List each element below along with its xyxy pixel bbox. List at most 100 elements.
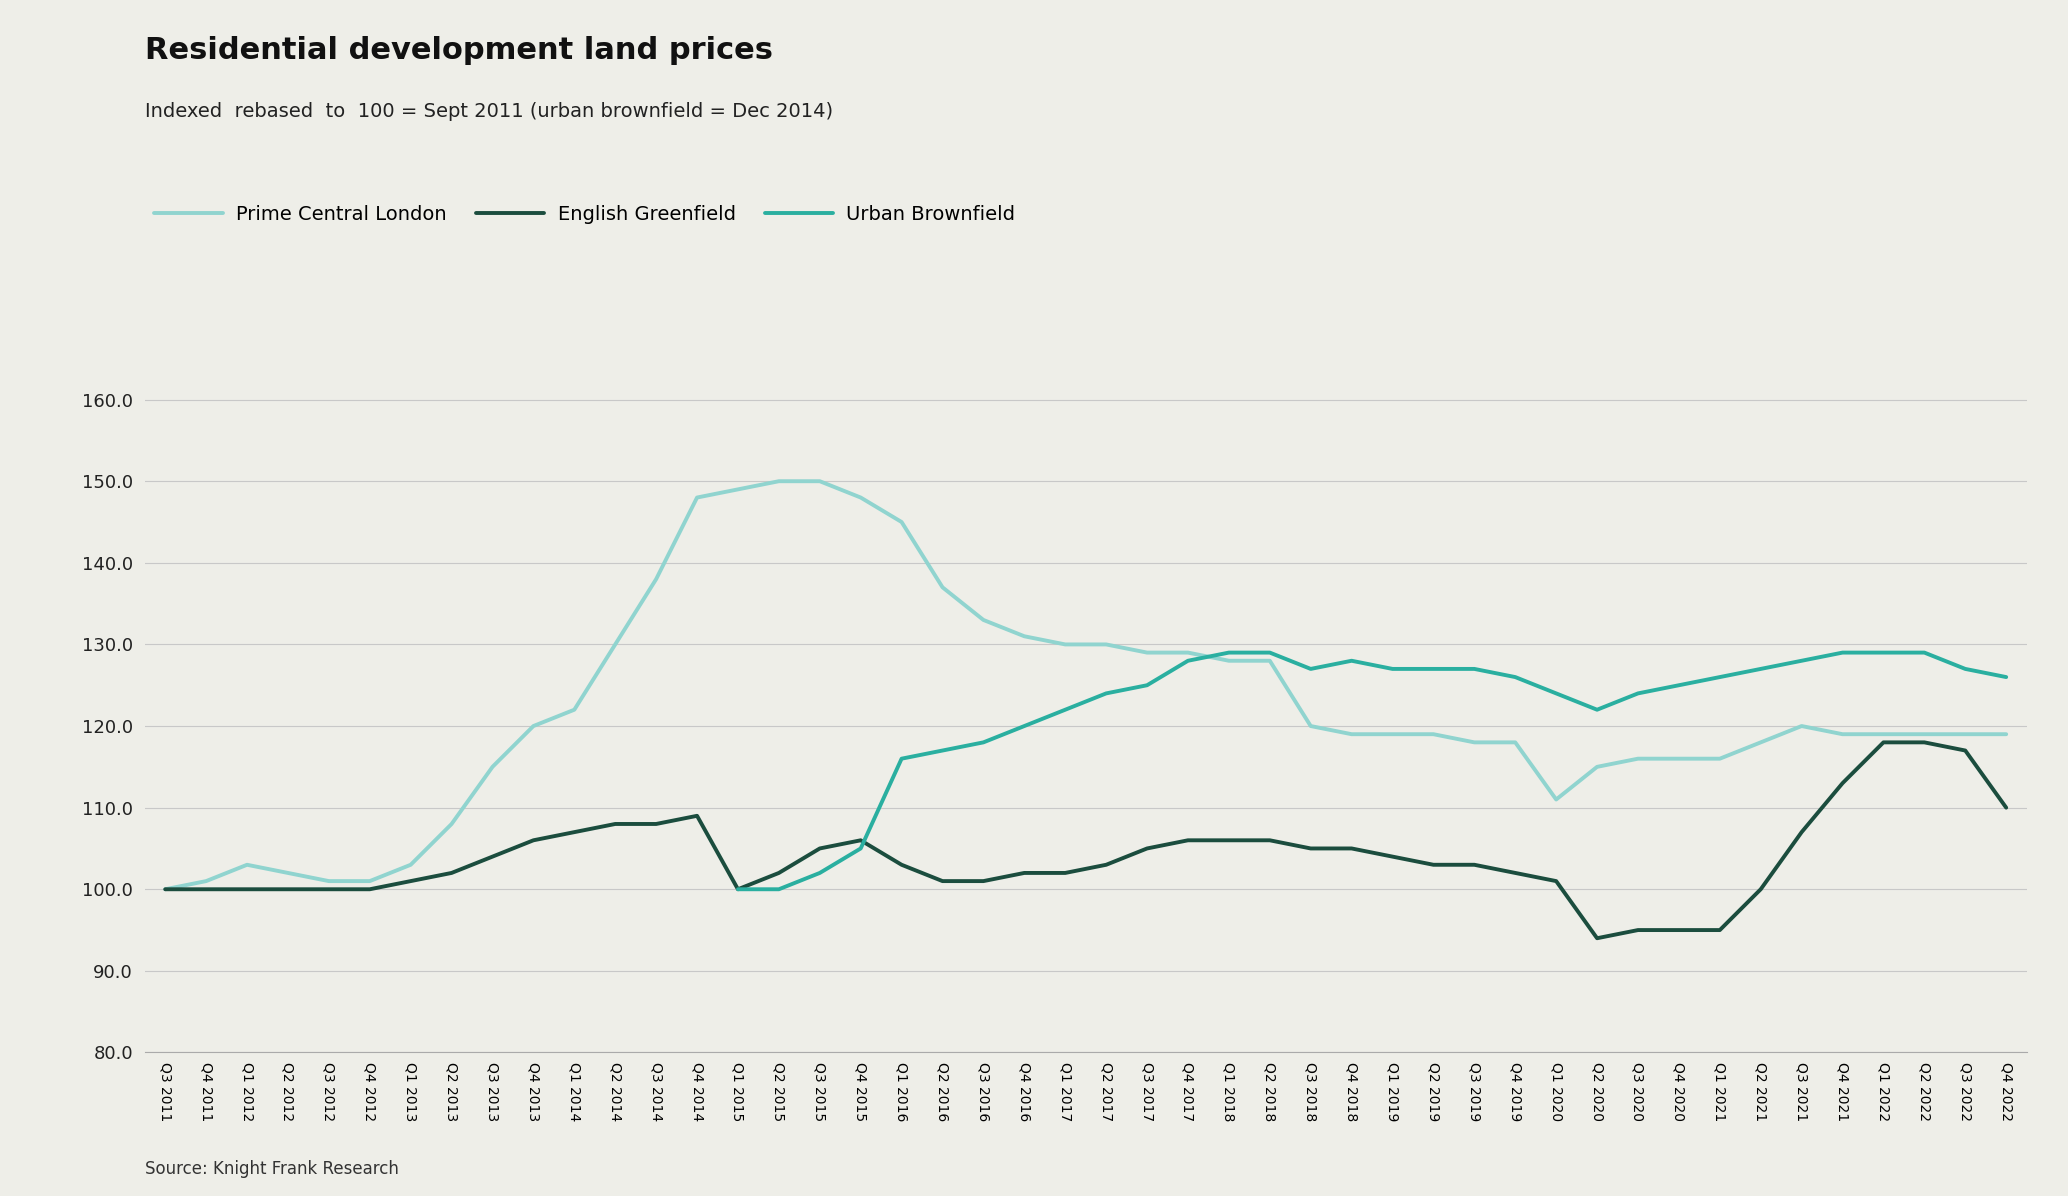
Prime Central London (1747, 736, 1772, 750)
English Greenfield (1011, 866, 1036, 880)
Prime Central London (1216, 653, 1241, 667)
Prime Central London (1625, 751, 1650, 765)
Urban Brownfield (1135, 678, 1160, 692)
Prime Central London (399, 858, 424, 872)
English Greenfield (726, 883, 751, 897)
English Greenfield (275, 883, 300, 897)
Urban Brownfield (726, 883, 751, 897)
Prime Central London (848, 490, 873, 505)
Line: Prime Central London: Prime Central London (165, 481, 2006, 890)
English Greenfield (1667, 923, 1692, 938)
Prime Central London (1667, 751, 1692, 765)
Urban Brownfield (1503, 670, 1528, 684)
Prime Central London (1175, 646, 1199, 660)
Legend: Prime Central London, English Greenfield, Urban Brownfield: Prime Central London, English Greenfield… (155, 206, 1015, 224)
Prime Central London (1789, 719, 1814, 733)
English Greenfield (1379, 849, 1404, 864)
Prime Central London (767, 474, 792, 488)
Prime Central London (521, 719, 546, 733)
Urban Brownfield (1708, 670, 1733, 684)
Prime Central London (726, 482, 751, 496)
Prime Central London (562, 702, 587, 716)
Urban Brownfield (1872, 646, 1896, 660)
English Greenfield (480, 849, 505, 864)
Urban Brownfield (1667, 678, 1692, 692)
English Greenfield (1872, 736, 1896, 750)
English Greenfield (1257, 834, 1282, 848)
Urban Brownfield (1340, 653, 1365, 667)
Prime Central London (438, 817, 463, 831)
Urban Brownfield (807, 866, 831, 880)
English Greenfield (643, 817, 668, 831)
English Greenfield (1462, 858, 1487, 872)
Prime Central London (1011, 629, 1036, 643)
Text: Indexed  rebased  to  100 = Sept 2011 (urban brownfield = Dec 2014): Indexed rebased to 100 = Sept 2011 (urba… (145, 102, 833, 121)
English Greenfield (807, 841, 831, 855)
Text: Source: Knight Frank Research: Source: Knight Frank Research (145, 1160, 399, 1178)
Prime Central London (1257, 653, 1282, 667)
Urban Brownfield (1175, 653, 1199, 667)
English Greenfield (1747, 883, 1772, 897)
Urban Brownfield (1257, 646, 1282, 660)
English Greenfield (399, 874, 424, 889)
English Greenfield (153, 883, 178, 897)
Prime Central London (1299, 719, 1324, 733)
Prime Central London (1421, 727, 1446, 742)
Prime Central London (1379, 727, 1404, 742)
English Greenfield (358, 883, 383, 897)
Urban Brownfield (889, 751, 914, 765)
English Greenfield (1175, 834, 1199, 848)
Urban Brownfield (1584, 702, 1609, 716)
English Greenfield (194, 883, 219, 897)
Prime Central London (1830, 727, 1855, 742)
English Greenfield (1094, 858, 1119, 872)
Prime Central London (1913, 727, 1938, 742)
Prime Central London (1708, 751, 1733, 765)
Prime Central London (358, 874, 383, 889)
Urban Brownfield (1543, 687, 1568, 701)
English Greenfield (316, 883, 341, 897)
English Greenfield (1135, 841, 1160, 855)
Urban Brownfield (1952, 661, 1977, 676)
Urban Brownfield (848, 841, 873, 855)
English Greenfield (1789, 825, 1814, 840)
English Greenfield (438, 866, 463, 880)
English Greenfield (1299, 841, 1324, 855)
Prime Central London (194, 874, 219, 889)
Urban Brownfield (1913, 646, 1938, 660)
English Greenfield (1625, 923, 1650, 938)
English Greenfield (602, 817, 627, 831)
English Greenfield (562, 825, 587, 840)
Urban Brownfield (1053, 702, 1077, 716)
Prime Central London (643, 572, 668, 586)
Prime Central London (1503, 736, 1528, 750)
Prime Central London (275, 866, 300, 880)
English Greenfield (1421, 858, 1446, 872)
Urban Brownfield (1994, 670, 2018, 684)
Prime Central London (1462, 736, 1487, 750)
Prime Central London (1094, 637, 1119, 652)
English Greenfield (848, 834, 873, 848)
Prime Central London (234, 858, 258, 872)
English Greenfield (889, 858, 914, 872)
English Greenfield (1994, 800, 2018, 814)
Prime Central London (1584, 759, 1609, 774)
English Greenfield (1952, 744, 1977, 758)
Prime Central London (685, 490, 709, 505)
Prime Central London (1952, 727, 1977, 742)
Prime Central London (889, 514, 914, 529)
Prime Central London (1872, 727, 1896, 742)
English Greenfield (1543, 874, 1568, 889)
English Greenfield (931, 874, 955, 889)
Prime Central London (480, 759, 505, 774)
Prime Central London (1994, 727, 2018, 742)
Prime Central London (931, 580, 955, 594)
English Greenfield (1053, 866, 1077, 880)
Prime Central London (316, 874, 341, 889)
Urban Brownfield (1216, 646, 1241, 660)
Prime Central London (1135, 646, 1160, 660)
Urban Brownfield (1625, 687, 1650, 701)
Urban Brownfield (1094, 687, 1119, 701)
English Greenfield (1216, 834, 1241, 848)
Urban Brownfield (1299, 661, 1324, 676)
